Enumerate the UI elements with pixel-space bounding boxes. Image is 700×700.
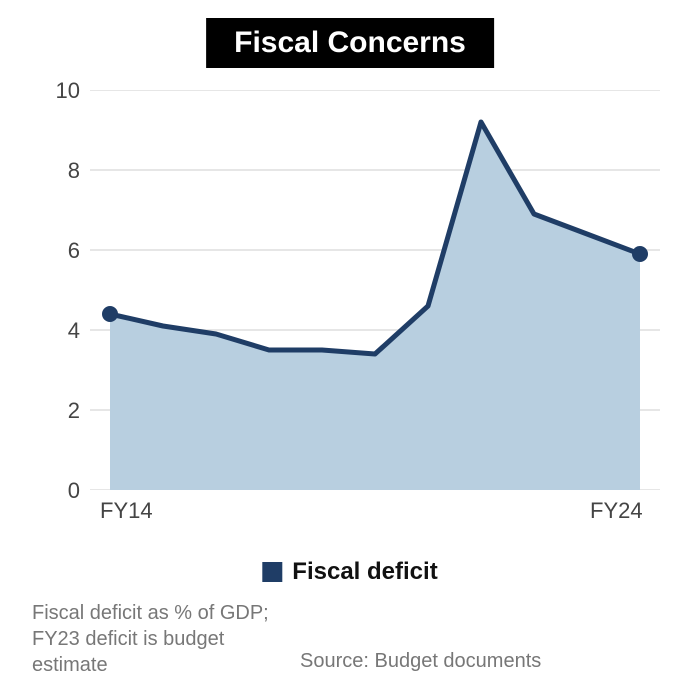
chart-title: Fiscal Concerns	[206, 18, 494, 68]
y-tick-label: 2	[40, 398, 80, 424]
legend: Fiscal deficit	[262, 558, 437, 586]
area-chart-svg	[90, 90, 660, 490]
y-tick-label: 6	[40, 238, 80, 264]
y-tick-label: 10	[40, 78, 80, 104]
legend-swatch	[262, 562, 282, 582]
chart-area: 0246810FY14FY24	[40, 90, 660, 530]
x-tick-label: FY14	[100, 498, 153, 524]
chart-source: Source: Budget documents	[300, 650, 541, 673]
legend-label: Fiscal deficit	[292, 558, 437, 586]
chart-note: Fiscal deficit as % of GDP; FY23 deficit…	[32, 600, 292, 678]
y-tick-label: 8	[40, 158, 80, 184]
y-tick-label: 0	[40, 478, 80, 504]
x-tick-label: FY24	[590, 498, 643, 524]
y-tick-label: 4	[40, 318, 80, 344]
